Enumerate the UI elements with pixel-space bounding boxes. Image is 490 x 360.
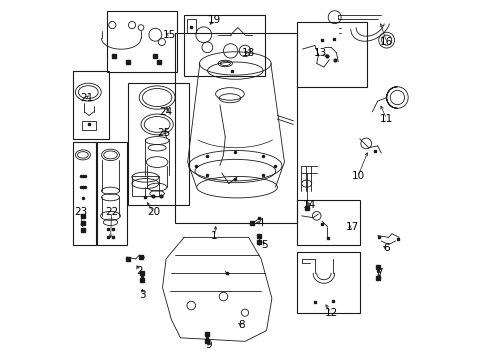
Bar — [175, 33, 297, 223]
Text: 12: 12 — [324, 308, 338, 318]
Bar — [73, 142, 96, 244]
Text: 17: 17 — [346, 222, 359, 231]
Bar — [107, 12, 177, 72]
Text: 5: 5 — [261, 239, 268, 249]
Text: 9: 9 — [206, 340, 213, 350]
Text: 23: 23 — [74, 207, 87, 217]
Bar — [82, 121, 96, 130]
Text: 16: 16 — [380, 37, 393, 47]
Text: 11: 11 — [380, 114, 393, 124]
Text: 20: 20 — [147, 207, 160, 217]
Bar — [184, 15, 265, 76]
Bar — [297, 200, 360, 244]
Bar — [73, 71, 109, 139]
Bar — [97, 142, 127, 244]
Text: 6: 6 — [383, 243, 390, 253]
Text: 10: 10 — [351, 171, 365, 181]
Bar — [297, 252, 360, 313]
Text: 1: 1 — [211, 231, 218, 240]
Text: 24: 24 — [159, 107, 172, 117]
Bar — [132, 176, 159, 196]
Text: 18: 18 — [242, 48, 255, 58]
Text: 22: 22 — [105, 207, 118, 217]
Text: 2: 2 — [136, 266, 143, 276]
Text: 4: 4 — [258, 218, 265, 228]
Bar — [297, 22, 367, 87]
Bar — [128, 83, 190, 205]
Text: 19: 19 — [208, 15, 221, 26]
Text: 13: 13 — [314, 48, 327, 58]
Text: 15: 15 — [163, 30, 176, 40]
Text: 3: 3 — [140, 290, 146, 300]
Text: 25: 25 — [158, 129, 171, 138]
Text: 14: 14 — [303, 200, 316, 210]
Text: 7: 7 — [376, 268, 383, 278]
Bar — [187, 19, 196, 33]
Text: 8: 8 — [238, 320, 245, 330]
Text: 21: 21 — [80, 93, 93, 103]
